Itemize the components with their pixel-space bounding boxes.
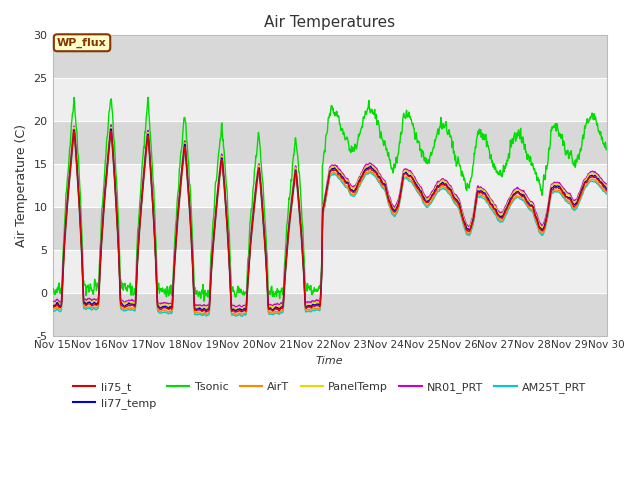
Y-axis label: Air Temperature (C): Air Temperature (C) [15,124,28,247]
Bar [52,164,607,207]
Bar [52,78,607,121]
Bar [52,207,607,250]
Bar [52,36,607,78]
X-axis label: Time: Time [316,356,344,366]
Bar [52,121,607,164]
Bar [52,250,607,293]
Legend: li75_t, li77_temp, Tsonic, AirT, PanelTemp, NR01_PRT, AM25T_PRT: li75_t, li77_temp, Tsonic, AirT, PanelTe… [68,377,591,413]
Title: Air Temperatures: Air Temperatures [264,15,395,30]
Bar [52,293,607,336]
Text: WP_flux: WP_flux [57,37,107,48]
